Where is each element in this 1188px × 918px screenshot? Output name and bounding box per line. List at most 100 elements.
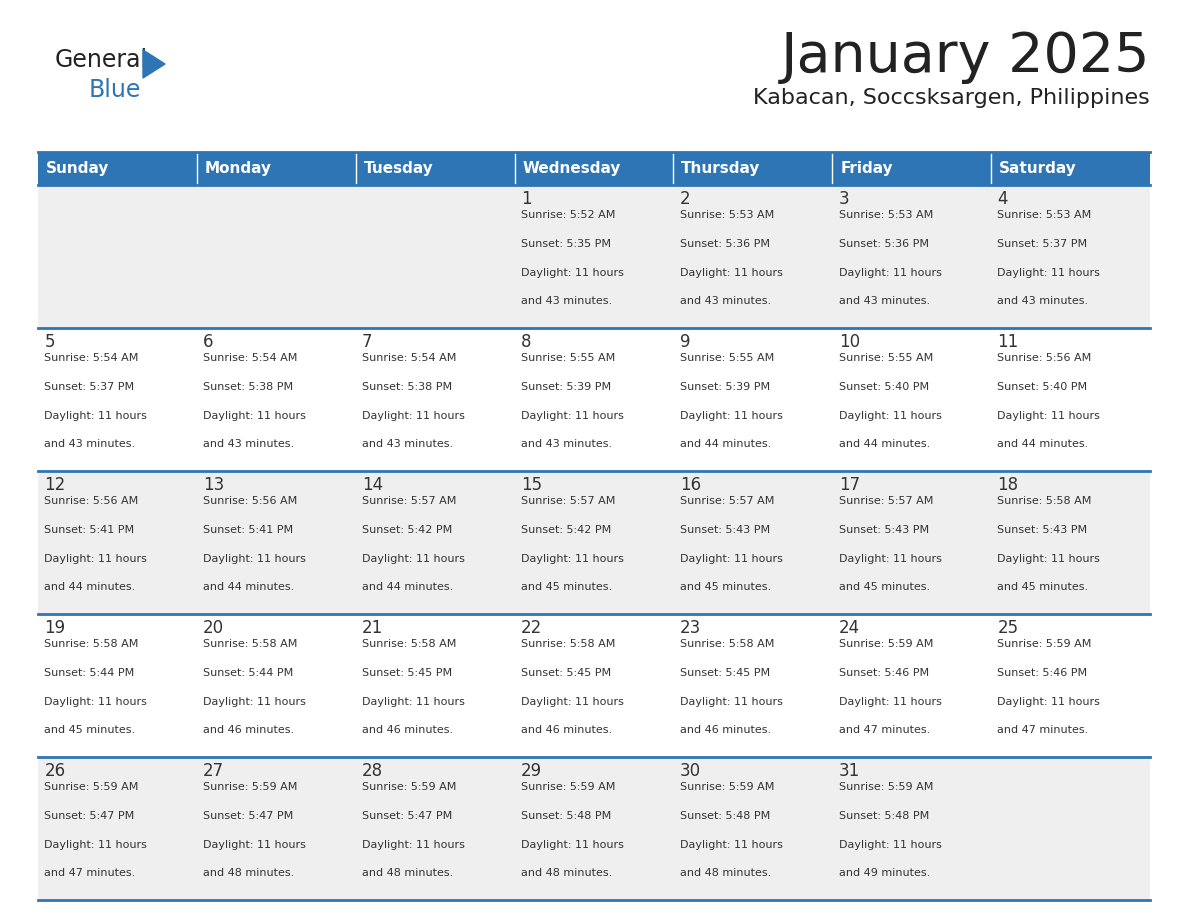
Text: Sunset: 5:48 PM: Sunset: 5:48 PM [680, 811, 770, 821]
Text: 27: 27 [203, 762, 225, 780]
Text: Sunrise: 5:58 AM: Sunrise: 5:58 AM [362, 639, 456, 649]
Text: Daylight: 11 hours: Daylight: 11 hours [362, 410, 465, 420]
Text: Daylight: 11 hours: Daylight: 11 hours [998, 697, 1100, 707]
Text: 3: 3 [839, 190, 849, 208]
Bar [38, 328, 1150, 471]
Text: 2: 2 [680, 190, 690, 208]
Text: Sunset: 5:46 PM: Sunset: 5:46 PM [998, 667, 1088, 677]
Text: Daylight: 11 hours: Daylight: 11 hours [998, 410, 1100, 420]
Text: 5: 5 [44, 333, 55, 351]
Text: January 2025: January 2025 [781, 30, 1150, 84]
Text: Daylight: 11 hours: Daylight: 11 hours [362, 840, 465, 850]
Text: and 45 minutes.: and 45 minutes. [680, 582, 771, 592]
Text: and 44 minutes.: and 44 minutes. [203, 582, 295, 592]
Text: Sunset: 5:47 PM: Sunset: 5:47 PM [362, 811, 453, 821]
Text: 21: 21 [362, 619, 384, 637]
Text: Sunset: 5:47 PM: Sunset: 5:47 PM [203, 811, 293, 821]
Text: Sunset: 5:37 PM: Sunset: 5:37 PM [44, 382, 134, 392]
Text: Sunrise: 5:54 AM: Sunrise: 5:54 AM [362, 353, 456, 363]
Text: 12: 12 [44, 476, 65, 494]
Text: Daylight: 11 hours: Daylight: 11 hours [520, 697, 624, 707]
Text: and 48 minutes.: and 48 minutes. [680, 868, 771, 879]
Text: 20: 20 [203, 619, 225, 637]
Text: Daylight: 11 hours: Daylight: 11 hours [203, 410, 307, 420]
Text: Daylight: 11 hours: Daylight: 11 hours [362, 554, 465, 564]
Text: Sunrise: 5:57 AM: Sunrise: 5:57 AM [839, 496, 933, 506]
Bar [38, 757, 1150, 900]
Text: Daylight: 11 hours: Daylight: 11 hours [839, 697, 942, 707]
Text: and 43 minutes.: and 43 minutes. [520, 297, 612, 307]
Text: and 45 minutes.: and 45 minutes. [44, 725, 135, 735]
Text: Sunrise: 5:54 AM: Sunrise: 5:54 AM [203, 353, 297, 363]
Text: and 46 minutes.: and 46 minutes. [680, 725, 771, 735]
Text: and 47 minutes.: and 47 minutes. [44, 868, 135, 879]
Text: Daylight: 11 hours: Daylight: 11 hours [520, 840, 624, 850]
Text: 6: 6 [203, 333, 214, 351]
Text: Monday: Monday [204, 161, 272, 176]
Text: Sunrise: 5:59 AM: Sunrise: 5:59 AM [839, 782, 933, 792]
Text: 1: 1 [520, 190, 531, 208]
Text: Sunrise: 5:56 AM: Sunrise: 5:56 AM [44, 496, 139, 506]
Text: and 48 minutes.: and 48 minutes. [362, 868, 454, 879]
Text: 30: 30 [680, 762, 701, 780]
Text: and 46 minutes.: and 46 minutes. [203, 725, 295, 735]
Text: and 48 minutes.: and 48 minutes. [203, 868, 295, 879]
Text: Sunrise: 5:54 AM: Sunrise: 5:54 AM [44, 353, 139, 363]
Text: and 46 minutes.: and 46 minutes. [362, 725, 453, 735]
Text: and 43 minutes.: and 43 minutes. [680, 297, 771, 307]
Bar [38, 152, 197, 185]
Text: Sunset: 5:42 PM: Sunset: 5:42 PM [520, 525, 611, 535]
Text: Daylight: 11 hours: Daylight: 11 hours [44, 410, 147, 420]
Text: and 48 minutes.: and 48 minutes. [520, 868, 612, 879]
Text: Daylight: 11 hours: Daylight: 11 hours [680, 697, 783, 707]
Text: Sunrise: 5:55 AM: Sunrise: 5:55 AM [680, 353, 775, 363]
Bar [355, 152, 514, 185]
Bar [38, 471, 1150, 614]
Text: and 43 minutes.: and 43 minutes. [839, 297, 930, 307]
Text: Sunrise: 5:58 AM: Sunrise: 5:58 AM [520, 639, 615, 649]
Bar [833, 152, 991, 185]
Text: Sunrise: 5:58 AM: Sunrise: 5:58 AM [998, 496, 1092, 506]
Bar [38, 185, 1150, 328]
Text: Sunset: 5:44 PM: Sunset: 5:44 PM [44, 667, 134, 677]
Text: Sunrise: 5:59 AM: Sunrise: 5:59 AM [839, 639, 933, 649]
Text: 15: 15 [520, 476, 542, 494]
Text: and 46 minutes.: and 46 minutes. [520, 725, 612, 735]
Text: Daylight: 11 hours: Daylight: 11 hours [680, 840, 783, 850]
Text: Sunrise: 5:59 AM: Sunrise: 5:59 AM [680, 782, 775, 792]
Text: Sunset: 5:48 PM: Sunset: 5:48 PM [839, 811, 929, 821]
Text: Sunset: 5:43 PM: Sunset: 5:43 PM [839, 525, 929, 535]
Text: Daylight: 11 hours: Daylight: 11 hours [362, 697, 465, 707]
Text: 14: 14 [362, 476, 384, 494]
Text: Sunset: 5:47 PM: Sunset: 5:47 PM [44, 811, 134, 821]
Text: Sunset: 5:41 PM: Sunset: 5:41 PM [44, 525, 134, 535]
Text: Daylight: 11 hours: Daylight: 11 hours [203, 554, 307, 564]
Text: Sunrise: 5:53 AM: Sunrise: 5:53 AM [839, 210, 933, 220]
Text: Sunset: 5:45 PM: Sunset: 5:45 PM [520, 667, 611, 677]
Text: Kabacan, Soccsksargen, Philippines: Kabacan, Soccsksargen, Philippines [753, 88, 1150, 108]
Text: 22: 22 [520, 619, 542, 637]
Text: Tuesday: Tuesday [364, 161, 434, 176]
Text: 4: 4 [998, 190, 1007, 208]
Text: 7: 7 [362, 333, 373, 351]
Text: 31: 31 [839, 762, 860, 780]
Text: Sunrise: 5:55 AM: Sunrise: 5:55 AM [839, 353, 933, 363]
Text: Sunset: 5:43 PM: Sunset: 5:43 PM [998, 525, 1088, 535]
Text: Sunrise: 5:57 AM: Sunrise: 5:57 AM [680, 496, 775, 506]
Text: Sunrise: 5:59 AM: Sunrise: 5:59 AM [44, 782, 139, 792]
Text: 16: 16 [680, 476, 701, 494]
Text: 29: 29 [520, 762, 542, 780]
Text: Sunrise: 5:59 AM: Sunrise: 5:59 AM [203, 782, 297, 792]
Text: Sunset: 5:41 PM: Sunset: 5:41 PM [203, 525, 293, 535]
Text: and 47 minutes.: and 47 minutes. [839, 725, 930, 735]
Text: Sunset: 5:38 PM: Sunset: 5:38 PM [362, 382, 453, 392]
Text: Sunrise: 5:57 AM: Sunrise: 5:57 AM [362, 496, 456, 506]
Text: Sunset: 5:48 PM: Sunset: 5:48 PM [520, 811, 611, 821]
Text: and 44 minutes.: and 44 minutes. [362, 582, 454, 592]
Text: Sunset: 5:40 PM: Sunset: 5:40 PM [839, 382, 929, 392]
Text: Sunset: 5:37 PM: Sunset: 5:37 PM [998, 239, 1088, 249]
Text: 26: 26 [44, 762, 65, 780]
Text: 23: 23 [680, 619, 701, 637]
Text: 9: 9 [680, 333, 690, 351]
Text: and 43 minutes.: and 43 minutes. [44, 440, 135, 450]
